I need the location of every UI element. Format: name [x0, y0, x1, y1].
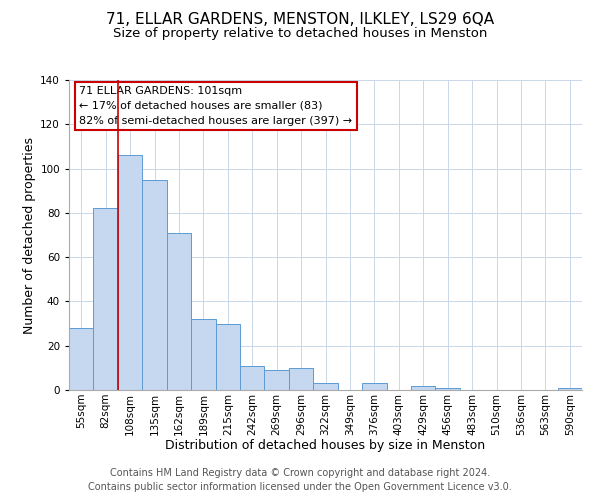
Bar [411, 386, 436, 390]
Text: 71, ELLAR GARDENS, MENSTON, ILKLEY, LS29 6QA: 71, ELLAR GARDENS, MENSTON, ILKLEY, LS29… [106, 12, 494, 28]
Bar [215, 324, 240, 390]
Bar [191, 319, 215, 390]
Bar [289, 368, 313, 390]
Bar [118, 156, 142, 390]
Y-axis label: Number of detached properties: Number of detached properties [23, 136, 36, 334]
Text: 71 ELLAR GARDENS: 101sqm
← 17% of detached houses are smaller (83)
82% of semi-d: 71 ELLAR GARDENS: 101sqm ← 17% of detach… [79, 86, 352, 126]
Bar [240, 366, 265, 390]
Bar [557, 388, 582, 390]
Text: Contains HM Land Registry data © Crown copyright and database right 2024.
Contai: Contains HM Land Registry data © Crown c… [88, 468, 512, 492]
Text: Size of property relative to detached houses in Menston: Size of property relative to detached ho… [113, 28, 487, 40]
Bar [69, 328, 94, 390]
Bar [94, 208, 118, 390]
Bar [265, 370, 289, 390]
Bar [362, 384, 386, 390]
Bar [142, 180, 167, 390]
Bar [313, 384, 338, 390]
Bar [436, 388, 460, 390]
X-axis label: Distribution of detached houses by size in Menston: Distribution of detached houses by size … [166, 439, 485, 452]
Bar [167, 233, 191, 390]
